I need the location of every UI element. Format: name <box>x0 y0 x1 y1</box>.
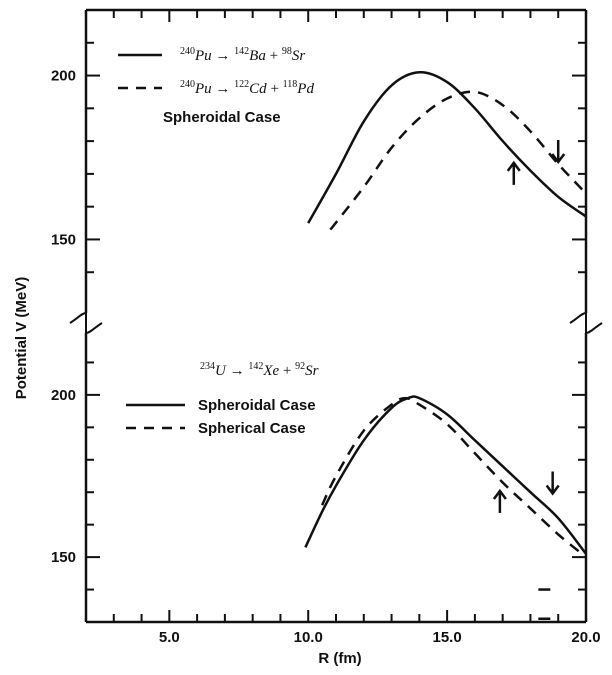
x-tick-label: 15.0 <box>433 629 462 646</box>
series-lines <box>304 71 587 559</box>
mass-number: 142 <box>234 46 249 57</box>
annotation-arrows <box>492 139 566 513</box>
arrow-head-up <box>492 488 507 500</box>
bottom-legend: 234U → 142Xe + 92Sr Spheroidal Case Sphe… <box>126 361 319 437</box>
element-symbol: Sr <box>305 363 319 379</box>
element-symbol: Ba <box>249 48 266 64</box>
mass-number: 122 <box>234 79 249 90</box>
top-annotation-label: Spheroidal Case <box>163 109 281 126</box>
legend-label-spherical: Spherical Case <box>198 420 306 437</box>
operator: + <box>279 363 295 379</box>
x-axis-title: R (fm) <box>318 650 361 667</box>
element-symbol: U <box>215 363 227 379</box>
arrow-head-down <box>545 484 560 496</box>
series-line-bottom-dashed <box>320 396 587 559</box>
y-axis-title: Potential V (MeV) <box>13 277 30 400</box>
axis-break-right <box>569 311 603 335</box>
series-line-top-dashed <box>329 90 587 231</box>
operator: → <box>212 48 235 64</box>
operator: → <box>212 81 235 97</box>
element-symbol: Cd <box>249 81 267 97</box>
element-symbol: Pu <box>194 81 212 97</box>
element-symbol: Sr <box>292 48 306 64</box>
mass-number: 92 <box>295 361 305 372</box>
top-legend: 240Pu → 142Ba + 98Sr 240Pu → 122Cd + 118… <box>118 46 314 126</box>
element-symbol: Pu <box>194 48 212 64</box>
annotation-markers <box>538 588 551 621</box>
x-tick-label: 5.0 <box>159 629 180 646</box>
mass-number: 142 <box>248 361 263 372</box>
operator: + <box>267 81 283 97</box>
y-tick-label: 150 <box>51 231 76 248</box>
arrow-head-up <box>506 160 521 172</box>
legend-reaction-2: 240Pu → 122Cd + 118Pd <box>180 79 314 97</box>
axis-break-left <box>69 311 103 335</box>
y-tick-label: 150 <box>51 549 76 566</box>
y-tick-label: 200 <box>51 387 76 404</box>
mass-number: 240 <box>180 46 195 57</box>
element-symbol: Pd <box>296 81 314 97</box>
bottom-reaction: 234U → 142Xe + 92Sr <box>200 361 319 379</box>
x-tick-label: 10.0 <box>294 629 323 646</box>
legend-label-spheroidal: Spheroidal Case <box>198 397 316 414</box>
y-tick-label: 200 <box>51 68 76 85</box>
mass-number: 240 <box>180 79 195 90</box>
axis-ticks <box>86 10 586 622</box>
series-line-top-solid <box>307 71 587 224</box>
mass-number: 118 <box>283 79 298 90</box>
arrow-head-down <box>551 153 566 165</box>
mass-number: 234 <box>200 361 215 372</box>
tick-labels: 5.0 10.0 15.0 20.0 150 200 150 200 <box>51 68 601 646</box>
series-line-bottom-solid <box>304 395 587 555</box>
axes-frame <box>69 8 603 624</box>
mass-number: 98 <box>282 46 292 57</box>
operator: → <box>226 363 249 379</box>
operator: + <box>266 48 282 64</box>
legend-reaction-1: 240Pu → 142Ba + 98Sr <box>180 46 305 64</box>
element-symbol: Xe <box>262 363 279 379</box>
x-tick-label: 20.0 <box>571 629 600 646</box>
